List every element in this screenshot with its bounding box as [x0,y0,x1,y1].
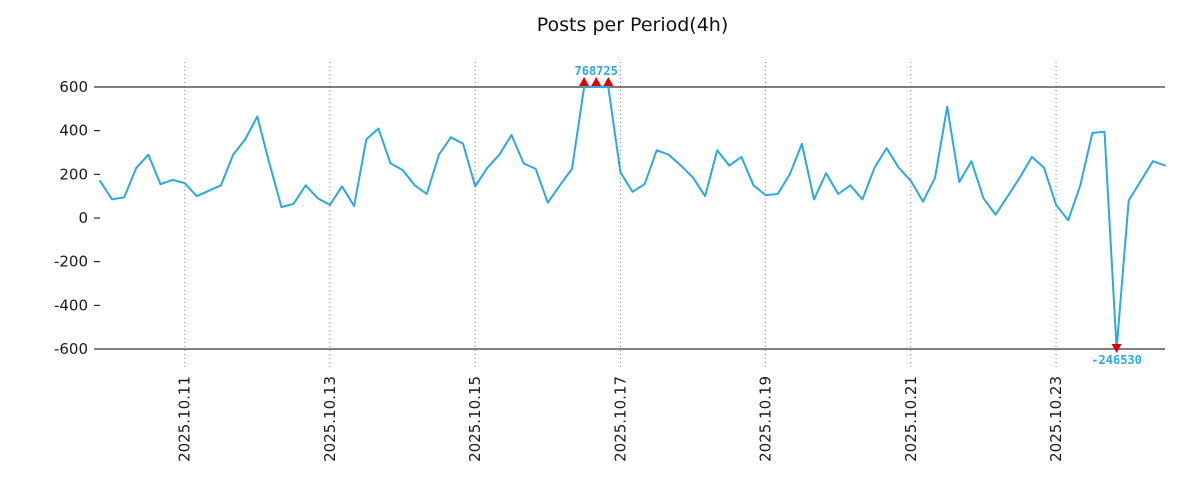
svg-text:2025.10.23: 2025.10.23 [1047,376,1065,462]
svg-text:-400: -400 [54,296,88,314]
svg-text:2025.10.11: 2025.10.11 [176,376,194,462]
svg-text:768725: 768725 [575,64,618,78]
svg-text:0: 0 [78,209,88,227]
svg-text:-200: -200 [54,253,88,271]
chart-title: Posts per Period(4h) [536,14,729,36]
svg-text:2025.10.19: 2025.10.19 [757,376,775,462]
svg-text:-246530: -246530 [1091,353,1142,367]
svg-text:2025.10.15: 2025.10.15 [466,376,484,462]
svg-text:400: 400 [59,122,88,140]
svg-text:2025.10.13: 2025.10.13 [321,376,339,462]
svg-text:2025.10.17: 2025.10.17 [611,376,629,462]
svg-text:200: 200 [59,165,88,183]
svg-text:2025.10.21: 2025.10.21 [902,376,920,462]
svg-text:-600: -600 [54,340,88,358]
svg-text:600: 600 [59,78,88,96]
